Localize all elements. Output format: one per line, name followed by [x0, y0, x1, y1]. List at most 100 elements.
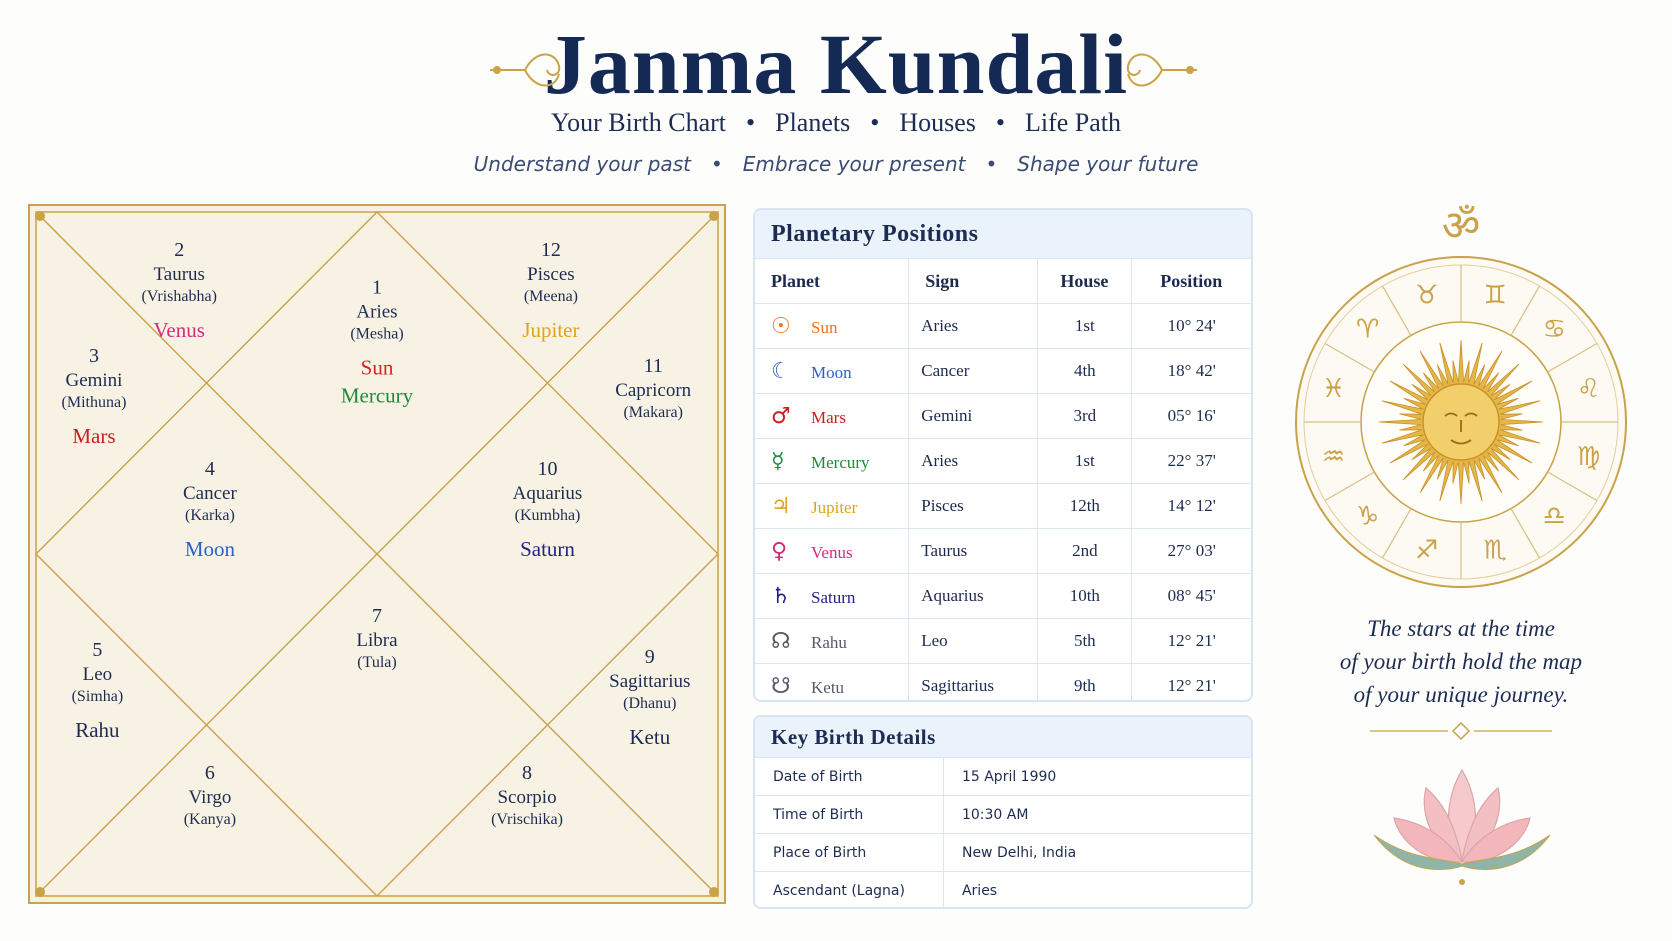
header-item: Your Birth Chart — [550, 108, 726, 137]
planet-row: ♀ Venus Taurus 2nd 27° 03' — [755, 528, 1251, 574]
zodiac-glyph: ♉ — [1415, 280, 1438, 310]
sign-cell: Gemini — [908, 393, 1038, 439]
planet-row: ♄ Saturn Aquarius 10th 08° 45' — [755, 573, 1251, 619]
house-planet: Rahu — [75, 718, 120, 742]
planet-name: Sun — [811, 317, 838, 337]
position-cell: 08° 45' — [1131, 573, 1251, 619]
house-sign: Sagittarius — [609, 671, 690, 692]
planetary-panel: Planetary Positions Planet Sign House Posit… — [753, 208, 1253, 702]
column-header: Position — [1131, 258, 1251, 304]
planet-cell: ☾ Moon — [755, 348, 909, 394]
zodiac-glyph: ♐ — [1415, 536, 1438, 566]
house-alt: (Meena) — [524, 288, 578, 305]
house-sign: Leo — [83, 664, 113, 685]
birth-table: Date of Birth 15 April 1990 Time of Birth 1… — [755, 757, 1251, 907]
house-alt: (Kumbha) — [515, 507, 581, 524]
house-cell: 5th — [1037, 618, 1132, 664]
house-planet: Saturn — [520, 537, 575, 561]
house-number: 3 — [89, 345, 99, 367]
panel-title: Key Birth Details — [755, 717, 1251, 757]
sun-features — [1444, 412, 1478, 445]
house-sign: Aries — [356, 302, 397, 323]
wheel-spoke — [1381, 285, 1412, 336]
house-alt: (Mesha) — [350, 326, 403, 343]
quote-line: of your unique journey. — [1353, 682, 1569, 707]
ornament — [1126, 53, 1197, 87]
house-number: 1 — [372, 277, 382, 299]
sign-cell: Taurus — [908, 528, 1038, 574]
planet-cell: ♃ Jupiter — [755, 483, 909, 529]
house-sign: Libra — [356, 630, 398, 651]
zodiac-glyph: ♋ — [1543, 315, 1566, 345]
house-sign: Taurus — [154, 264, 205, 285]
quote: The stars at the time of your birth hold … — [1300, 612, 1622, 711]
house-alt: (Dhanu) — [623, 695, 676, 712]
planet-name: Jupiter — [811, 497, 858, 517]
house-sign: Scorpio — [497, 787, 556, 808]
divider — [1370, 722, 1552, 740]
wheel-spoke — [1324, 342, 1375, 373]
planet-row: ☉ Sun Aries 1st 10° 24' — [755, 303, 1251, 349]
house-planet: Mars — [72, 424, 115, 448]
lotus — [1373, 768, 1551, 885]
detail-value: 15 April 1990 — [942, 757, 1251, 796]
planet-row: ☋ Ketu Sagittarius 9th 12° 21' — [755, 663, 1251, 700]
sign-cell: Aries — [908, 303, 1038, 349]
house-number: 8 — [522, 762, 532, 784]
detail-row: Time of Birth 10:30 AM — [755, 795, 1251, 834]
separator: • — [746, 108, 756, 137]
kundali-chart: 1 Aries (Mesha) Sun Mercury 2 Taurus (Vrishabha… — [28, 204, 726, 904]
header-item: Shape your future — [1017, 152, 1199, 176]
quote-line: of your birth hold the map — [1339, 649, 1583, 674]
column-header: Sign — [908, 258, 1038, 304]
taglines: Understand your past • Embrace your presen… — [0, 152, 1672, 176]
planet-cell: ☋ Ketu — [755, 663, 909, 700]
planet-symbol: ☊ — [771, 628, 791, 654]
wheel-spoke — [1510, 285, 1541, 336]
house-number: 12 — [541, 239, 561, 261]
zodiac-glyph: ♈ — [1356, 315, 1379, 345]
header-item: Planets — [775, 108, 851, 137]
house-sign: Virgo — [188, 787, 231, 808]
house-cell: 10th — [1037, 573, 1132, 619]
planet-cell: ♀ Venus — [755, 528, 909, 574]
zodiac-glyph: ♍ — [1577, 442, 1600, 472]
position-cell: 10° 24' — [1131, 303, 1251, 349]
house-alt: (Kanya) — [184, 811, 236, 828]
planet-row: ♃ Jupiter Pisces 12th 14° 12' — [755, 483, 1251, 529]
position-cell: 12° 21' — [1131, 663, 1251, 700]
house-alt: (Vrishabha) — [141, 288, 216, 305]
house-number: 5 — [92, 639, 102, 661]
planet-name: Moon — [811, 362, 852, 382]
house-planet: Jupiter — [522, 318, 579, 342]
house-sign: Capricorn — [615, 380, 691, 401]
separator: • — [985, 152, 998, 176]
planet-name: Ketu — [811, 677, 845, 697]
wheel-spoke — [1381, 508, 1412, 559]
planet-cell: ♂ Mars — [755, 393, 909, 439]
wheel-spoke — [1510, 508, 1541, 559]
zodiac-glyph: ♓ — [1322, 374, 1345, 404]
sign-cell: Aries — [908, 438, 1038, 484]
wheel-spoke — [1547, 342, 1598, 373]
detail-value: Aries — [942, 871, 1251, 907]
panel-title: Planetary Positions — [755, 210, 1251, 258]
quote-line: The stars at the time — [1367, 616, 1555, 641]
house-planet: Sun — [361, 356, 394, 380]
sign-cell: Pisces — [908, 483, 1038, 529]
zodiac-glyph: ♌ — [1577, 374, 1600, 404]
detail-row: Place of Birth New Delhi, India — [755, 833, 1251, 872]
position-cell: 18° 42' — [1131, 348, 1251, 394]
house-number: 4 — [205, 458, 215, 480]
planet-cell: ☊ Rahu — [755, 618, 909, 664]
planet-symbol: ♄ — [771, 583, 791, 609]
zodiac-wheel: ॐ ♉ ♊ ♋ ♌ ♍ ♎ ♏ ♐ ♑ ♒ ♓ ♈ — [1295, 204, 1627, 588]
birth-panel: Key Birth Details Date of Birth 15 April … — [753, 715, 1253, 909]
sign-cell: Aquarius — [908, 573, 1038, 619]
house-number: 7 — [372, 605, 382, 627]
planet-name: Venus — [811, 542, 853, 562]
title: Janma Kundali — [543, 16, 1129, 112]
house-planet: Moon — [185, 537, 236, 561]
header-item: Houses — [899, 108, 976, 137]
house-cell: 12th — [1037, 483, 1132, 529]
